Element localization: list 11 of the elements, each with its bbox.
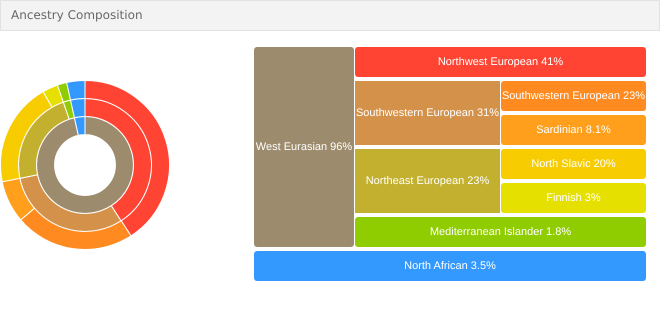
category-label: Sardinian 8.1%: [536, 124, 611, 136]
chart-title: Ancestry Composition: [11, 8, 143, 22]
category-label: Southwestern European 31%: [356, 107, 500, 119]
category-label: Finnish 3%: [546, 192, 601, 204]
category-label: Mediterranean Islander 1.8%: [430, 226, 572, 238]
category-label: Northwest European 41%: [438, 56, 564, 68]
category-label: North Slavic 20%: [531, 158, 616, 170]
category-label: Southwestern European 23%: [502, 90, 646, 102]
category-label: North African 3.5%: [404, 260, 496, 272]
category-label: Northeast European 23%: [366, 175, 490, 187]
category-label: West Eurasian 96%: [256, 141, 352, 153]
